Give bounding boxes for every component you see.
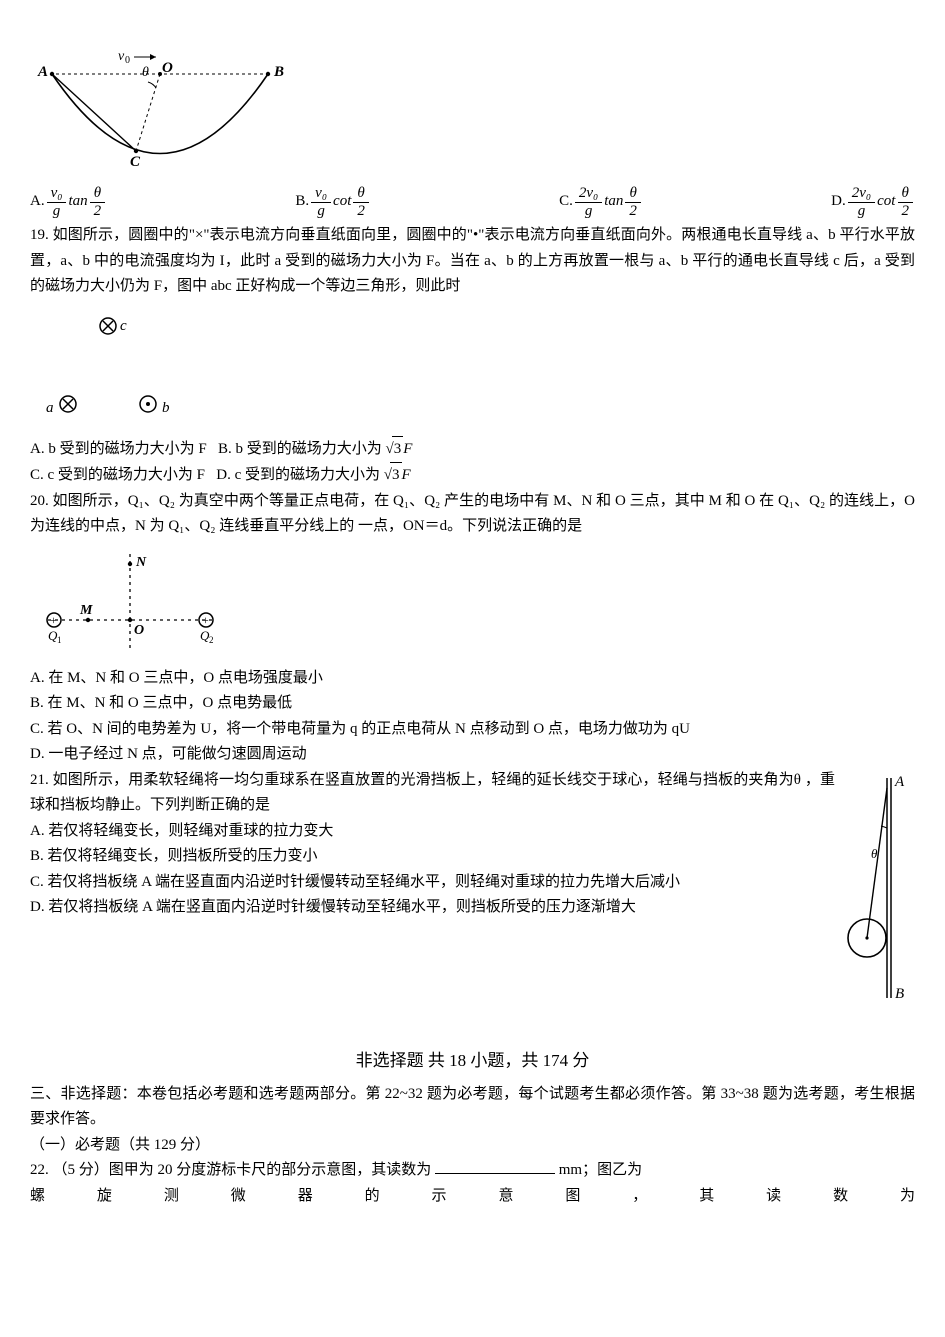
fill-blank-1[interactable] bbox=[435, 1158, 555, 1174]
opt-b-prefix: B. b 受到的磁场力大小为 bbox=[218, 441, 386, 457]
opt-prefix: B. bbox=[295, 189, 309, 215]
frac-den: g bbox=[313, 203, 329, 220]
svg-text:C: C bbox=[130, 154, 141, 170]
frac-num: θ bbox=[353, 185, 368, 203]
frac-den: g bbox=[854, 203, 870, 220]
svg-text:M: M bbox=[79, 603, 93, 618]
wall-ball-diagram: A B θ bbox=[845, 768, 905, 1008]
q21-opt-b: B. 若仅将轻绳变长，则挡板所受的压力变小 bbox=[30, 844, 835, 870]
trig: cot bbox=[877, 189, 895, 215]
svg-text:A: A bbox=[37, 64, 48, 80]
radicand: 3 bbox=[390, 462, 402, 489]
svg-text:B: B bbox=[273, 64, 284, 80]
q20-opt-a: A. 在 M、N 和 O 三点中，O 点电场强度最小 bbox=[30, 666, 915, 692]
frac-num: v₀ bbox=[311, 185, 331, 203]
q19-stem: 19. 如图所示，圆圈中的"×"表示电流方向垂直纸面向里，圆圈中的"•"表示电流… bbox=[30, 223, 915, 300]
section2-title: 非选择题 共 18 小题，共 174 分 bbox=[30, 1047, 915, 1076]
trig: tan bbox=[604, 189, 623, 215]
q19-opt-c: C. c 受到的磁场力大小为 F bbox=[30, 467, 205, 483]
frac-num: 2v₀ bbox=[575, 185, 602, 203]
opt-b-suffix: F bbox=[403, 441, 412, 457]
svg-text:A: A bbox=[894, 774, 905, 790]
q18-opt-a: A. v₀g tan θ2 bbox=[30, 185, 107, 219]
q20-stem: 20. 如图所示，Q₁、Q₂ 为真空中两个等量正点电荷，在 Q₁、Q₂ 产生的电… bbox=[30, 489, 915, 540]
section2-instr1: 三、非选择题：本卷包括必考题和选考题两部分。第 22~32 题为必考题，每个试题… bbox=[30, 1082, 915, 1133]
frac-num: θ bbox=[898, 185, 913, 203]
q18-opt-d: D. 2v₀g cot θ2 bbox=[831, 185, 915, 219]
label-a: a bbox=[46, 400, 54, 416]
svg-text:B: B bbox=[895, 986, 904, 1002]
wires-triangle-diagram: c a b bbox=[30, 308, 200, 428]
svg-text:+: + bbox=[202, 613, 209, 627]
section2-instr2: （一）必考题（共 129 分） bbox=[30, 1133, 915, 1159]
trig: cot bbox=[333, 189, 351, 215]
opt-prefix: C. bbox=[559, 189, 573, 215]
opt-d-suffix: F bbox=[402, 467, 411, 483]
frac-num: θ bbox=[625, 185, 640, 203]
q22-part1-after: mm；图乙为 bbox=[559, 1162, 642, 1178]
svg-text:2: 2 bbox=[209, 635, 214, 645]
opt-prefix: A. bbox=[30, 189, 45, 215]
q21-opt-d: D. 若仅将挡板绕 A 端在竖直面内沿逆时针缓慢转动至轻绳水平，则挡板所受的压力… bbox=[30, 895, 835, 921]
svg-text:v: v bbox=[118, 49, 125, 64]
frac-den: 2 bbox=[897, 203, 913, 220]
q21-stem: 21. 如图所示，用柔软轻绳将一均匀重球系在竖直放置的光滑挡板上，轻绳的延长线交… bbox=[30, 768, 835, 819]
frac-den: g bbox=[581, 203, 597, 220]
label-c: c bbox=[120, 318, 127, 334]
svg-text:N: N bbox=[135, 555, 147, 570]
q21-opt-a: A. 若仅将轻绳变长，则轻绳对重球的拉力变大 bbox=[30, 819, 835, 845]
q21-figure: A B θ bbox=[845, 768, 915, 1018]
q19-options-row1: A. b 受到的磁场力大小为 F B. b 受到的磁场力大小为 √3F bbox=[30, 436, 915, 463]
opt-d-prefix: D. c 受到的磁场力大小为 bbox=[216, 467, 384, 483]
q22-line2: 螺旋测微器的示意图，其读数为 bbox=[30, 1184, 915, 1210]
q22-line1: 22. （5 分）图甲为 20 分度游标卡尺的部分示意图，其读数为 mm；图乙为 bbox=[30, 1158, 915, 1184]
q18-opt-b: B. v₀g cot θ2 bbox=[295, 185, 370, 219]
q21-opt-c: C. 若仅将挡板绕 A 端在竖直面内沿逆时针缓慢转动至轻绳水平，则轻绳对重球的拉… bbox=[30, 870, 835, 896]
q20-opt-c: C. 若 O、N 间的电势差为 U，将一个带电荷量为 q 的正点电荷从 N 点移… bbox=[30, 717, 915, 743]
svg-text:O: O bbox=[162, 60, 173, 76]
frac-den: g bbox=[49, 203, 65, 220]
svg-text:1: 1 bbox=[57, 635, 62, 645]
label-b: b bbox=[162, 400, 170, 416]
svg-text:+: + bbox=[50, 613, 57, 627]
frac-den: 2 bbox=[625, 203, 641, 220]
q20-opt-d: D. 一电子经过 N 点，可能做匀速圆周运动 bbox=[30, 742, 915, 768]
q21-block: 21. 如图所示，用柔软轻绳将一均匀重球系在竖直放置的光滑挡板上，轻绳的延长线交… bbox=[30, 768, 915, 1018]
bowl-diagram: v 0 A B O θ C bbox=[30, 48, 290, 173]
radicand: 3 bbox=[392, 436, 404, 463]
svg-text:θ: θ bbox=[142, 65, 149, 80]
q18-diagram: v 0 A B O θ C bbox=[30, 48, 915, 173]
svg-text:O: O bbox=[134, 623, 144, 638]
svg-text:0: 0 bbox=[125, 55, 130, 66]
frac-den: 2 bbox=[90, 203, 106, 220]
frac-den: 2 bbox=[353, 203, 369, 220]
opt-prefix: D. bbox=[831, 189, 846, 215]
q19-opt-a: A. b 受到的磁场力大小为 F bbox=[30, 441, 207, 457]
q19-opt-b: B. b 受到的磁场力大小为 √3F bbox=[218, 441, 412, 457]
frac-num: 2v₀ bbox=[848, 185, 875, 203]
charges-diagram: + Q 1 + Q 2 N O M bbox=[30, 548, 230, 658]
q22-part1-before: 22. （5 分）图甲为 20 分度游标卡尺的部分示意图，其读数为 bbox=[30, 1162, 431, 1178]
q19-diagram: c a b bbox=[30, 308, 915, 428]
q19-options-row2: C. c 受到的磁场力大小为 F D. c 受到的磁场力大小为 √3F bbox=[30, 462, 915, 489]
q19-opt-d: D. c 受到的磁场力大小为 √3F bbox=[216, 467, 410, 483]
frac-num: v₀ bbox=[47, 185, 67, 203]
q20-diagram: + Q 1 + Q 2 N O M bbox=[30, 548, 915, 658]
q18-opt-c: C. 2v₀g tan θ2 bbox=[559, 185, 643, 219]
svg-text:θ: θ bbox=[871, 846, 878, 861]
trig: tan bbox=[68, 189, 87, 215]
q18-options: A. v₀g tan θ2 B. v₀g cot θ2 C. 2v₀g tan … bbox=[30, 181, 915, 223]
frac-num: θ bbox=[90, 185, 105, 203]
q20-opt-b: B. 在 M、N 和 O 三点中，O 点电势最低 bbox=[30, 691, 915, 717]
